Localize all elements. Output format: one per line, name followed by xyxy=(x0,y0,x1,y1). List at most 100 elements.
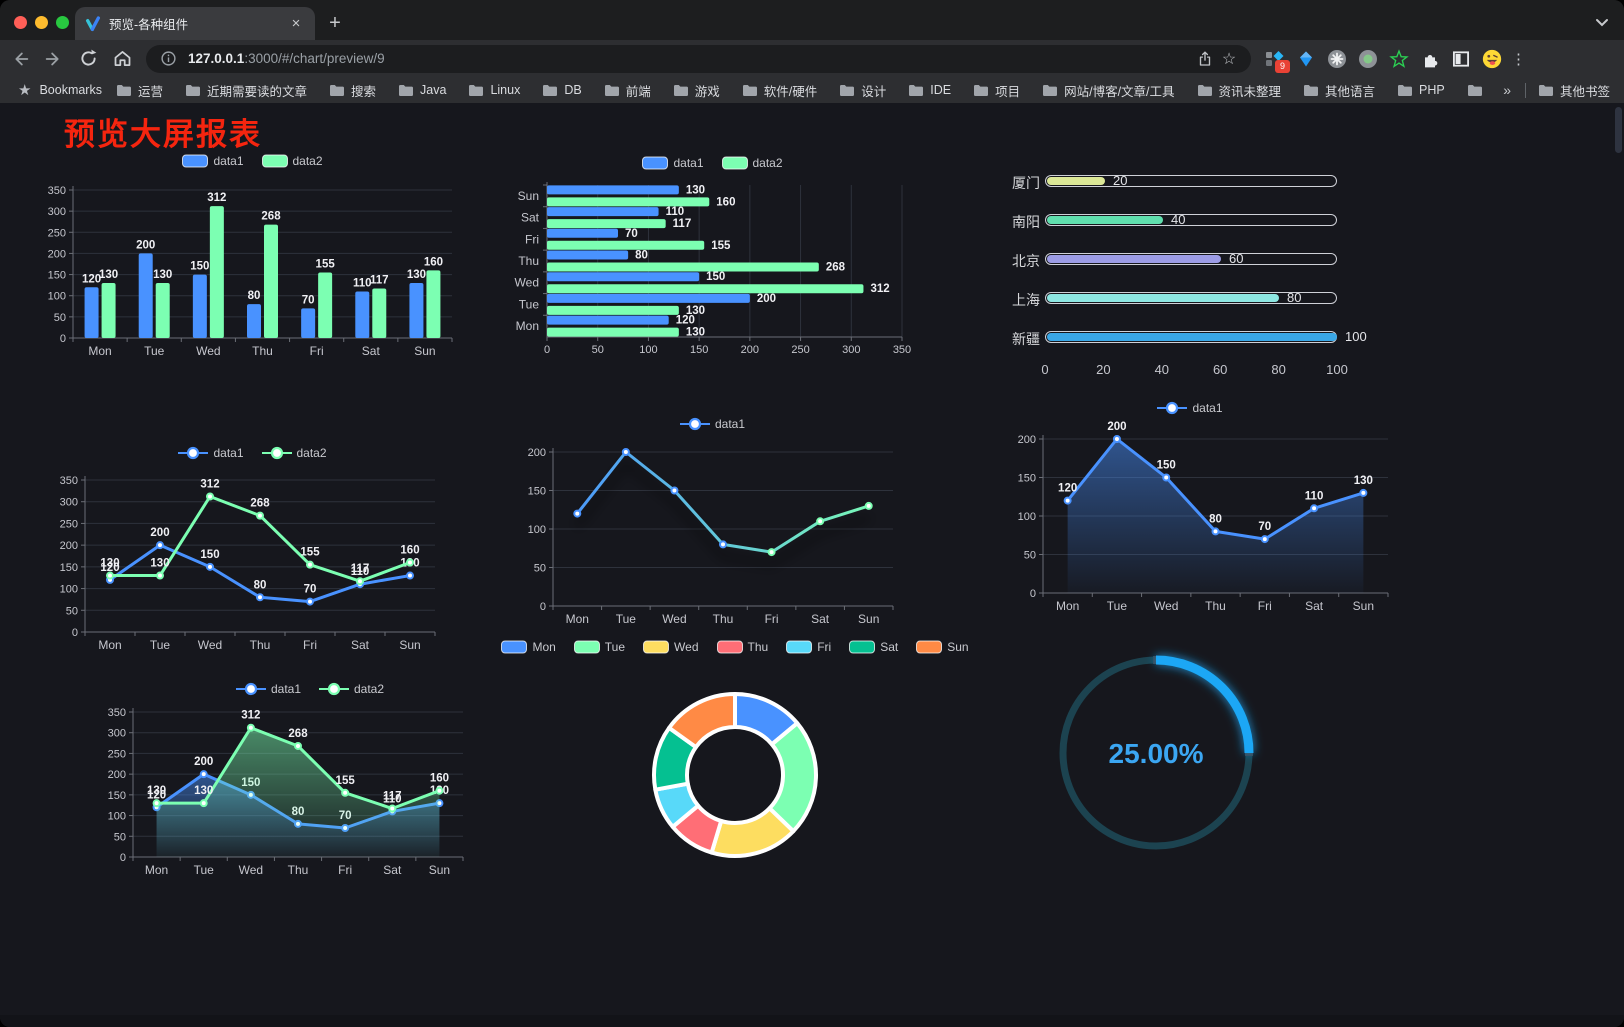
svg-text:70: 70 xyxy=(625,228,638,240)
extension-gem-icon[interactable] xyxy=(1294,47,1318,71)
bookmark-folder-item[interactable]: 前端 xyxy=(604,81,651,100)
tab-close-icon[interactable]: × xyxy=(291,14,301,32)
legend-item-data1[interactable]: data1 xyxy=(235,682,301,696)
bookmark-folder-item[interactable]: IDE xyxy=(908,83,951,97)
chart-legend: data1 xyxy=(985,401,1395,415)
svg-text:110: 110 xyxy=(666,206,685,218)
page-scrollbar[interactable] xyxy=(1615,107,1622,153)
extensions-row: 9 ⋮ xyxy=(1263,47,1526,73)
other-bookmarks-folder[interactable]: 其他书签 xyxy=(1538,81,1610,100)
back-button[interactable] xyxy=(6,45,34,73)
extension-dark-mode-icon[interactable] xyxy=(1449,47,1473,71)
bookmark-folder-item[interactable]: Java xyxy=(398,83,446,97)
legend-item-data1[interactable]: data1 xyxy=(178,446,244,460)
bookmark-folder-item[interactable]: Linux xyxy=(468,83,520,97)
svg-text:Mon: Mon xyxy=(145,863,168,877)
legend-item-Tue[interactable]: Tue xyxy=(573,640,625,654)
home-button[interactable] xyxy=(108,45,136,73)
extension-badge: 9 xyxy=(1275,59,1290,73)
address-bar[interactable]: 127.0.0.1:3000/#/chart/preview/9 ☆ xyxy=(146,44,1251,73)
svg-text:0: 0 xyxy=(120,852,126,864)
legend-item-data2[interactable]: data2 xyxy=(721,156,783,170)
bookmark-folder-item[interactable]: 网站/博客/文章/工具 xyxy=(1042,81,1175,100)
pie-slice-Sun[interactable] xyxy=(667,692,737,750)
legend-item-Sat[interactable]: Sat xyxy=(849,640,898,654)
bookmark-folder-item[interactable]: PHP xyxy=(1397,83,1445,97)
site-info-icon[interactable] xyxy=(156,47,180,71)
active-tab[interactable]: 预览-各种组件 × xyxy=(75,7,315,40)
area-line-chart[interactable]: data1 0 50 100 150 200 Mon Tue Wed Thu Fri Sat Sun 12… xyxy=(985,385,1395,620)
horizontal-bar-chart[interactable]: data1 data2 0 50 100 150 200 250 300 350 Sun 130 160… xyxy=(505,150,920,375)
bookmark-folder-item[interactable]: 近期需要读的文章 xyxy=(185,81,307,100)
progress-row-南阳[interactable]: 南阳 40 xyxy=(985,212,1395,230)
bookmark-folder-item[interactable]: 运营 xyxy=(116,81,163,100)
progress-row-上海[interactable]: 上海 80 xyxy=(985,290,1395,308)
progress-row-新疆[interactable]: 新疆 100 xyxy=(1012,329,1367,347)
svg-text:80: 80 xyxy=(635,250,648,262)
legend-item-Wed[interactable]: Wed xyxy=(643,640,699,654)
bookmark-folder-item[interactable]: 设计 xyxy=(839,81,886,100)
browser-menu-icon[interactable]: ⋮ xyxy=(1511,50,1526,68)
grouped-bar-chart[interactable]: data1 data2 0 50 100 150 200 250 300 350 Mon Tue Wed… xyxy=(45,150,460,375)
bookmark-folder-item[interactable]: 文件服务器 xyxy=(1467,81,1489,100)
bookmarks-overflow-chevron[interactable]: » xyxy=(1503,82,1511,98)
legend-item-Fri[interactable]: Fri xyxy=(786,640,831,654)
svg-text:Sun: Sun xyxy=(518,189,539,203)
folder-icon xyxy=(1467,84,1483,97)
bookmark-folder-item[interactable]: 搜索 xyxy=(329,81,376,100)
legend-item-data2[interactable]: data2 xyxy=(261,446,327,460)
extension-green-dot-icon[interactable] xyxy=(1356,47,1380,71)
minimize-window-button[interactable] xyxy=(35,16,48,29)
legend-item-Mon[interactable]: Mon xyxy=(501,640,556,654)
bookmark-folder-item[interactable]: 游戏 xyxy=(673,81,720,100)
bookmark-folder-item[interactable]: DB xyxy=(542,83,582,97)
extension-star-icon[interactable] xyxy=(1387,47,1411,71)
zoom-window-button[interactable] xyxy=(56,16,69,29)
folder-icon xyxy=(116,84,132,97)
bookmark-folder-item[interactable]: 软件/硬件 xyxy=(742,81,817,100)
legend-item-data1[interactable]: data1 xyxy=(182,154,244,168)
svg-text:300: 300 xyxy=(108,728,126,740)
extension-command-icon[interactable] xyxy=(1325,47,1349,71)
extension-emoji-icon[interactable] xyxy=(1480,47,1504,71)
reload-button[interactable] xyxy=(74,45,102,73)
svg-text:70: 70 xyxy=(302,294,315,306)
legend-item-data2[interactable]: data2 xyxy=(319,682,384,696)
bookmark-star-icon[interactable]: ☆ xyxy=(1221,50,1237,68)
city-progress-chart[interactable]: 厦门 20 南阳 40 北京 60 上海 80 新疆 100 0 20 40 60 80 100 xyxy=(985,150,1395,390)
forward-button[interactable] xyxy=(40,45,68,73)
legend-item-data1[interactable]: data1 xyxy=(679,417,745,431)
gauge-value-label: 25.00% xyxy=(1109,738,1204,769)
two-series-area-line-chart[interactable]: data1 data2 0 50 100 150 200 250 300 350 Mon Tue Wed… xyxy=(100,660,520,898)
svg-text:Fri: Fri xyxy=(303,638,317,652)
legend-item-data2[interactable]: data2 xyxy=(261,154,323,168)
legend-item-data1[interactable]: data1 xyxy=(642,156,704,170)
gauge-progress-chart[interactable]: 25.00% xyxy=(1040,630,1280,890)
chart-canvas: 0 50 100 150 200 250 300 350 Mon Tue Wed Thu Fri Sat S… xyxy=(108,707,464,877)
extension-blocker-icon[interactable]: 9 xyxy=(1263,47,1290,73)
progress-row-北京[interactable]: 北京 60 xyxy=(985,251,1395,269)
donut-pie-chart[interactable]: Mon Tue Wed Thu Fri Sat Sun xyxy=(501,630,969,895)
bookmark-folder-item[interactable]: 资讯未整理 xyxy=(1197,81,1281,100)
tab-strip-chevron-icon[interactable] xyxy=(1592,12,1612,32)
bookmark-folder-item[interactable]: 项目 xyxy=(973,81,1020,100)
svg-text:150: 150 xyxy=(1018,473,1036,485)
multi-line-chart[interactable]: data1 data2 0 50 100 150 200 250 300 350 Mon Tue Wed… xyxy=(45,420,460,658)
legend-item-Sun[interactable]: Sun xyxy=(916,640,969,654)
svg-text:300: 300 xyxy=(842,344,860,356)
gradient-line-chart[interactable]: data1 0 50 100 150 200 Mon Tue Wed Thu Fri Sat Sun xyxy=(505,395,920,633)
new-tab-button[interactable]: + xyxy=(329,12,341,34)
bookmark-folder-item[interactable]: 其他语言 xyxy=(1303,81,1375,100)
svg-text:268: 268 xyxy=(261,211,281,223)
svg-text:Sat: Sat xyxy=(383,863,402,877)
svg-text:130: 130 xyxy=(686,327,705,339)
share-icon[interactable] xyxy=(1193,47,1217,71)
extensions-puzzle-icon[interactable] xyxy=(1418,47,1442,71)
svg-text:150: 150 xyxy=(200,549,219,561)
legend-item-Thu[interactable]: Thu xyxy=(716,640,768,654)
chart-legend: data1 data2 xyxy=(45,154,460,168)
progress-row-厦门[interactable]: 厦门 20 xyxy=(985,173,1395,191)
legend-item-data1[interactable]: data1 xyxy=(1157,401,1223,415)
close-window-button[interactable] xyxy=(14,16,27,29)
svg-text:120: 120 xyxy=(147,789,166,801)
